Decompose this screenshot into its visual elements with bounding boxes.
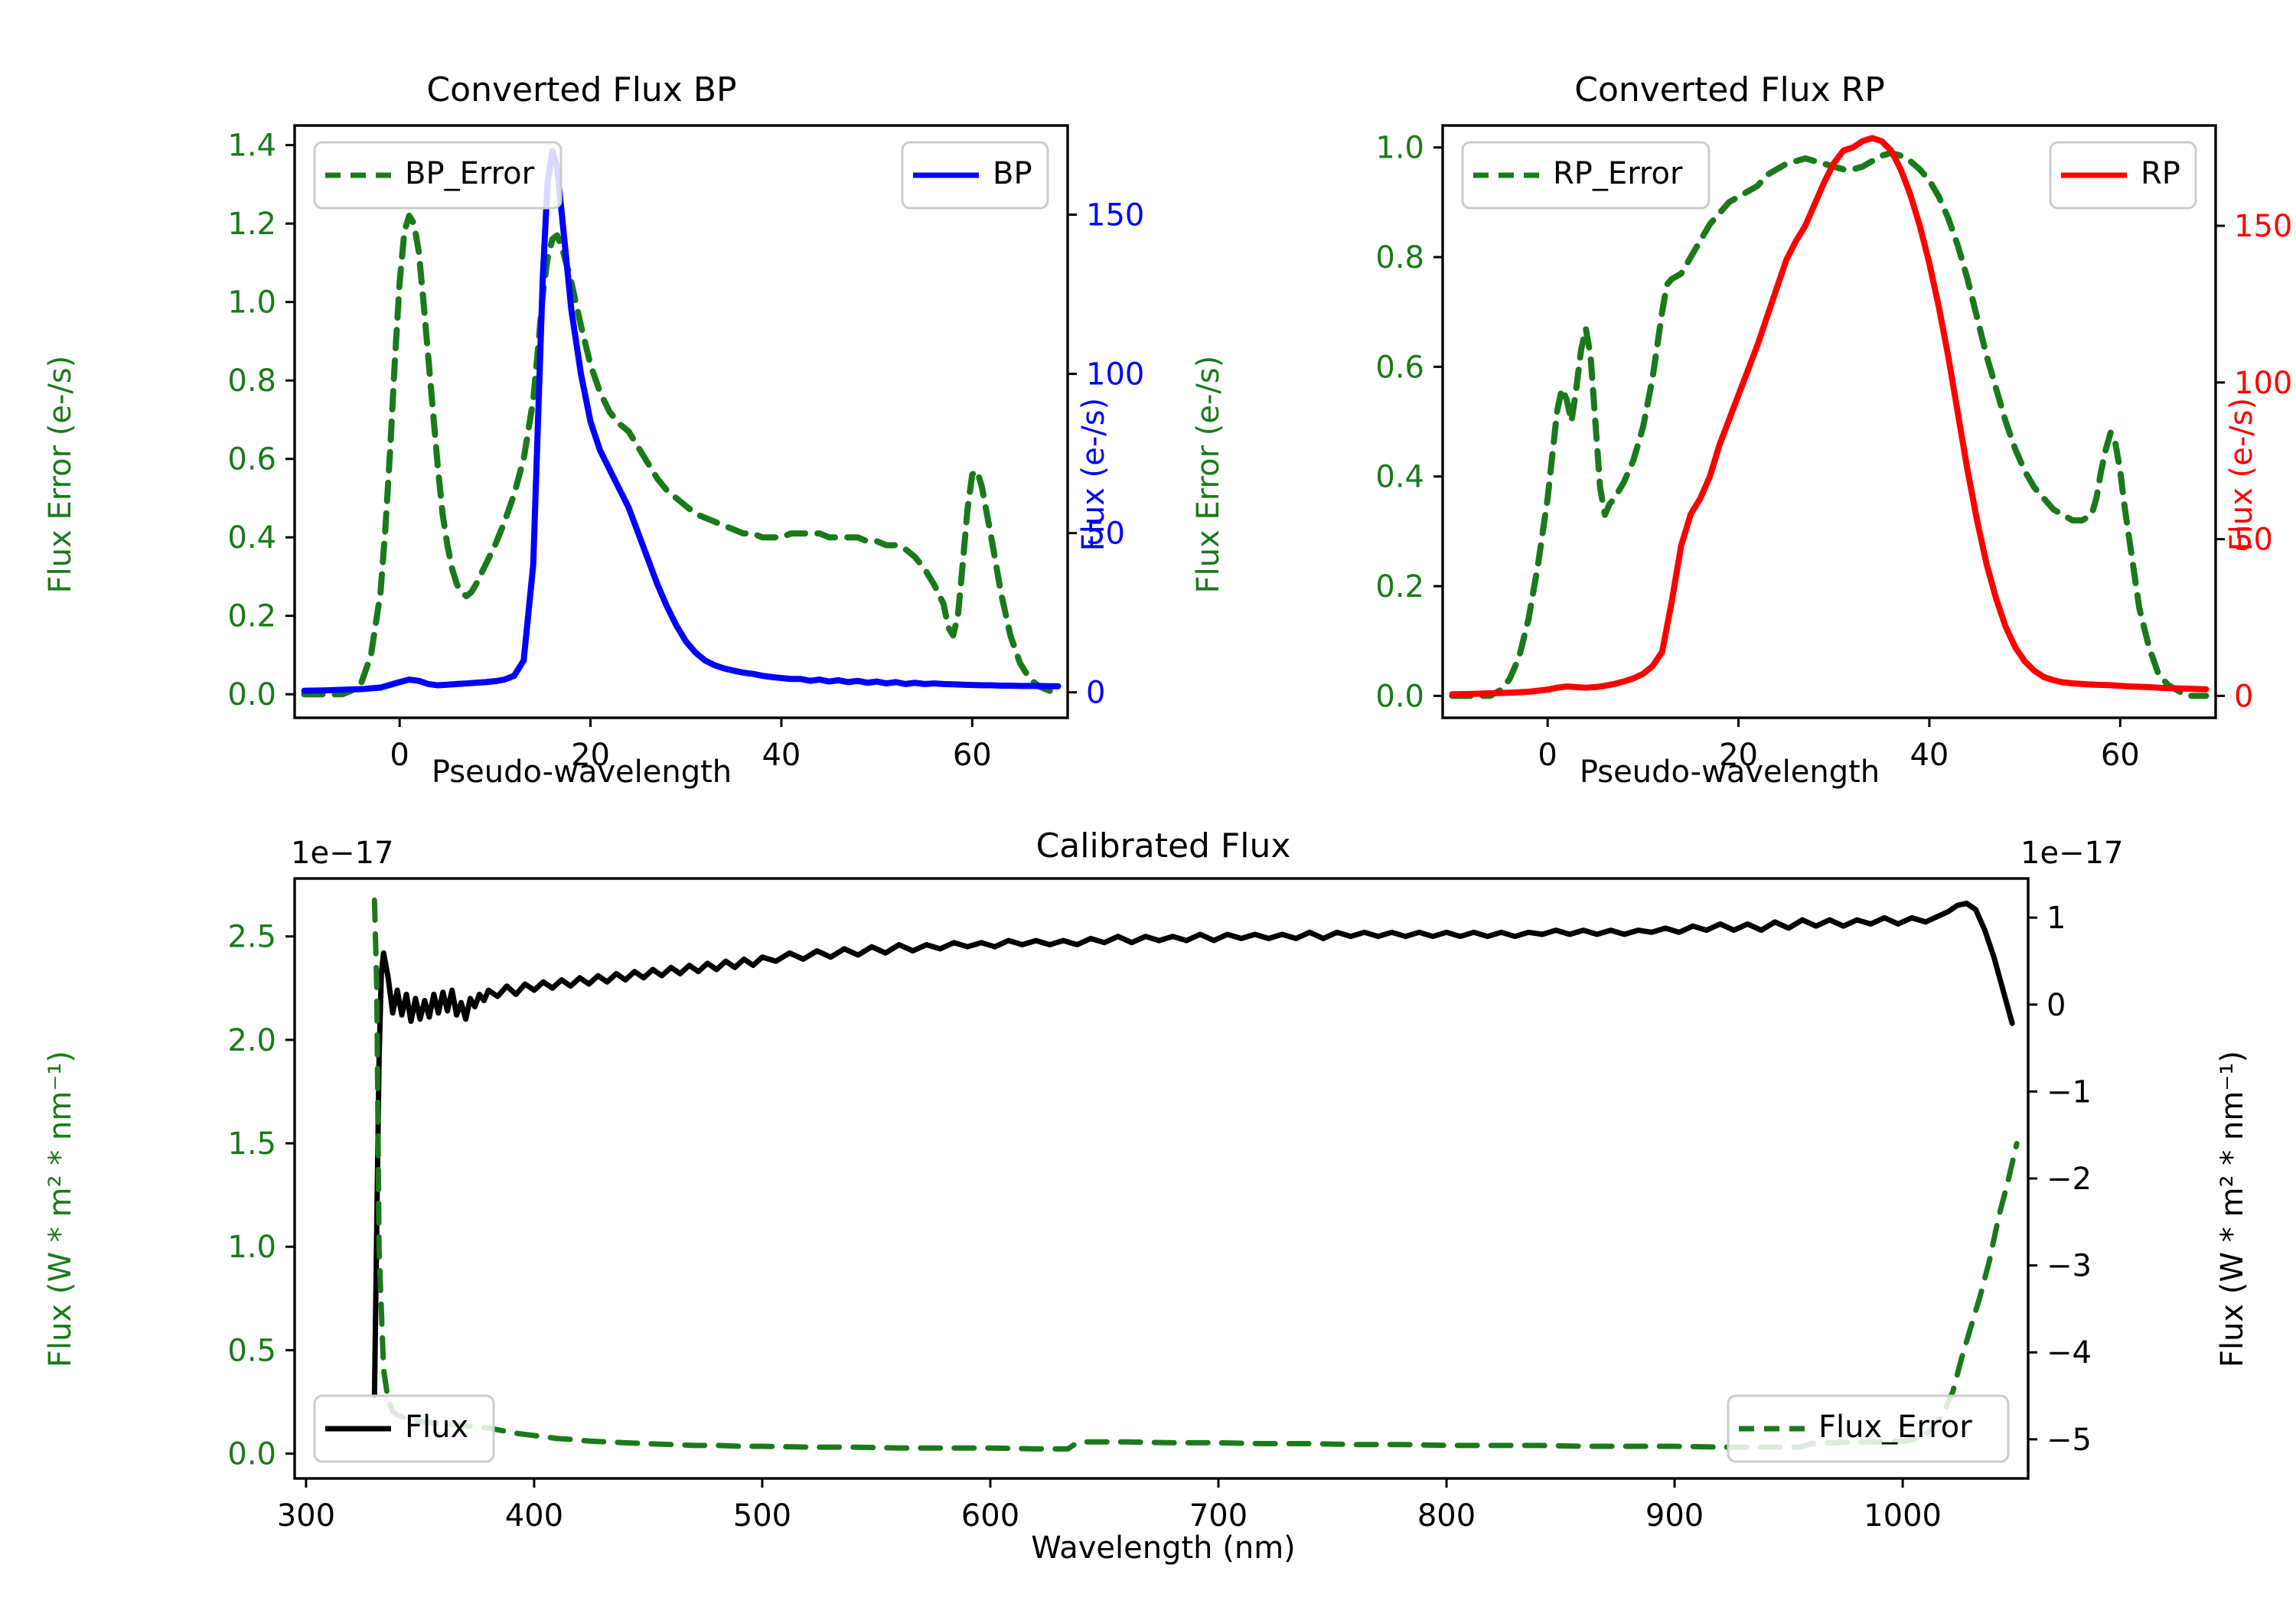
- ytick-label-right: 100: [1086, 357, 1144, 393]
- panel-converted-flux-bp: Converted Flux BP 0 20 40 60 0.0 0.2 0.4 0.6 0.8…: [0, 46, 1148, 826]
- xtick-label: 40: [1910, 738, 1949, 773]
- ytick-label-left: 1.4: [227, 129, 276, 164]
- panel-title-rp: Converted Flux RP: [1574, 70, 1885, 109]
- legend-label: Flux_Error: [1818, 1410, 1972, 1445]
- ytick-label-right: 0: [2234, 679, 2253, 714]
- series-rp: [1449, 135, 2210, 698]
- legend-label: RP: [2141, 156, 2180, 191]
- ytick-label-right: 150: [2234, 209, 2292, 244]
- ytick-label-left: 0.2: [227, 599, 276, 634]
- ytick-label-left: 1.2: [227, 207, 276, 242]
- plot-area-rp: 0 20 40 60 0.0 0.2 0.4 0.6 0.8 1.0 0 50 100 150 RP_Err…: [1375, 124, 2292, 773]
- panel-title-bp: Converted Flux BP: [426, 70, 736, 109]
- panel-converted-flux-rp: Converted Flux RP 0 20 40 60 0.0 0.2 0.4 0.6 0.8…: [1148, 46, 2296, 826]
- ytick-label-left: 0.4: [1375, 460, 1424, 495]
- ytick-label-left: 1.0: [227, 285, 276, 321]
- ytick-label-right: −3: [2047, 1249, 2092, 1284]
- ytick-label-left: 1.0: [1375, 131, 1424, 166]
- xtick-label: 700: [1189, 1498, 1247, 1534]
- yaxis-label-rp-right: Flux (e-/s): [2224, 398, 2259, 551]
- ytick-label-right: −5: [2047, 1423, 2092, 1458]
- ytick-label-left: 0.5: [227, 1333, 276, 1368]
- xaxis-label-rp: Pseudo-wavelength: [1580, 755, 1880, 790]
- ytick-label-left: 2.0: [227, 1023, 276, 1058]
- xaxis-label-calibrated: Wavelength (nm): [1031, 1530, 1296, 1566]
- yaxis-label-bp-left: Flux Error (e-/s): [43, 356, 78, 594]
- yaxis-label-calibrated-right: Flux (W * m² * nm⁻¹): [2215, 1051, 2250, 1367]
- xtick-label: 900: [1645, 1498, 1704, 1534]
- ytick-label-right: 150: [1086, 198, 1144, 233]
- yaxis-label-rp-left: Flux Error (e-/s): [1191, 356, 1226, 594]
- ytick-label-right: 0: [1086, 676, 1105, 711]
- plot-area-calibrated: 300 400 500 600 700 800 900 1000 0.0 0.5 1.0 1.5 2.0…: [227, 877, 2092, 1534]
- series-bp: [301, 148, 1062, 694]
- xaxis-label-bp: Pseudo-wavelength: [432, 755, 732, 790]
- ytick-label-right: −2: [2047, 1162, 2092, 1197]
- yaxis-label-calibrated-left: Flux (W * m² * nm⁻¹): [43, 1051, 78, 1367]
- xtick-label: 60: [2101, 738, 2140, 773]
- xtick-label: 500: [733, 1498, 791, 1534]
- ytick-label-left: 0.6: [227, 442, 276, 478]
- ytick-label-left: 1.0: [227, 1230, 276, 1265]
- xtick-label: 800: [1417, 1498, 1476, 1534]
- ytick-label-left: 0.0: [227, 677, 276, 712]
- panel-calibrated-flux: Calibrated Flux 1e−17 1e−17 300 400 500 600…: [0, 811, 2296, 1607]
- ytick-label-right: −4: [2047, 1335, 2092, 1371]
- series-flux: [371, 900, 2015, 1399]
- series-flux_error: [371, 897, 2020, 1452]
- panel-title-calibrated: Calibrated Flux: [1036, 826, 1291, 865]
- legend-label: RP_Error: [1553, 156, 1683, 191]
- ytick-label-left: 2.5: [227, 920, 276, 955]
- ytick-label-left: 0.4: [227, 520, 276, 556]
- ytick-label-left: 0.0: [227, 1437, 276, 1472]
- legend-flux_error[interactable]: Flux_Error: [1727, 1394, 2010, 1463]
- series-rp_error: [1449, 149, 2210, 699]
- yaxis-offset-right: 1e−17: [2020, 836, 2123, 871]
- xtick-label: 300: [277, 1498, 335, 1534]
- yaxis-label-bp-right: Flux (e-/s): [1076, 398, 1111, 551]
- series-bp_error: [301, 212, 1062, 698]
- xtick-label: 20: [571, 738, 610, 773]
- ytick-label-left: 0.6: [1375, 350, 1424, 385]
- legend-label: Flux: [405, 1410, 468, 1445]
- legend-bp_error[interactable]: BP_Error: [313, 141, 563, 210]
- xtick-label: 0: [390, 738, 409, 773]
- plot-area-bp: 0 20 40 60 0.0 0.2 0.4 0.6 0.8 1.0 1.2 1.4 0 50 100 150…: [227, 124, 1144, 773]
- xtick-label: 60: [953, 738, 992, 773]
- yaxis-offset-left: 1e−17: [291, 836, 393, 871]
- legend-rp_error[interactable]: RP_Error: [1461, 141, 1711, 210]
- ytick-label-right: −1: [2047, 1074, 2092, 1110]
- ytick-label-left: 0.8: [227, 363, 276, 399]
- xtick-label: 400: [505, 1498, 563, 1534]
- xtick-label: 20: [1719, 738, 1758, 773]
- legend-bp[interactable]: BP: [901, 141, 1049, 210]
- ytick-label-left: 0.2: [1375, 569, 1424, 605]
- ytick-label-right: 50: [1086, 517, 1125, 552]
- ytick-label-right: 100: [2234, 366, 2292, 401]
- xtick-label: 40: [762, 738, 801, 773]
- xtick-label: 0: [1538, 738, 1557, 773]
- legend-label: BP_Error: [405, 156, 535, 191]
- ytick-label-left: 1.5: [227, 1126, 276, 1162]
- legend-rp[interactable]: RP: [2049, 141, 2197, 210]
- xtick-label: 1000: [1864, 1498, 1942, 1534]
- legend-label: BP: [993, 156, 1032, 191]
- ytick-label-right: 1: [2047, 901, 2066, 936]
- ytick-label-left: 0.8: [1375, 240, 1424, 275]
- ytick-label-right: 0: [2047, 988, 2066, 1023]
- legend-flux[interactable]: Flux: [313, 1394, 495, 1463]
- ytick-label-right: 50: [2234, 523, 2273, 558]
- xtick-label: 600: [961, 1498, 1019, 1534]
- ytick-label-left: 0.0: [1375, 679, 1424, 714]
